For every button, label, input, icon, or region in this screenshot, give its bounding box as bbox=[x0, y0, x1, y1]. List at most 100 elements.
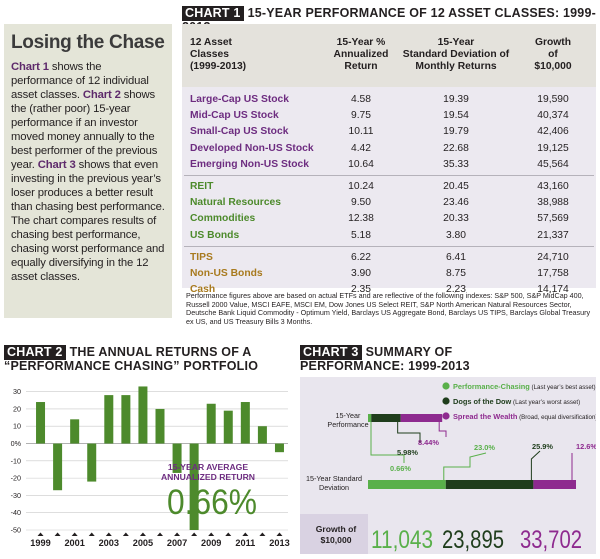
y-tick-label: -50 bbox=[11, 526, 21, 535]
bar bbox=[70, 419, 80, 444]
chart1-badge: CHART 1 bbox=[182, 6, 244, 21]
legend-name: Spread the Wealth bbox=[453, 412, 518, 421]
intro-body: Chart 1 shows the performance of 12 indi… bbox=[11, 60, 165, 284]
year-tick-marker bbox=[139, 532, 146, 536]
asset-name: Commodities bbox=[190, 213, 256, 225]
x-year-label: 2007 bbox=[167, 538, 187, 548]
chart3-header: CHART 3 SUMMARY OF PERFORMANCE: 1999-2013 bbox=[300, 345, 596, 373]
chart3-ref: Chart 3 bbox=[37, 159, 76, 171]
legend-name: Performance-Chasing bbox=[453, 382, 530, 391]
annualized-return: 6.22 bbox=[350, 251, 372, 263]
col-header-return: 15-Year % Annualized Return bbox=[333, 37, 389, 72]
stddev-bar-segment bbox=[533, 480, 576, 489]
year-tick-marker bbox=[259, 532, 266, 536]
sd-spread-callout: 12.6% bbox=[576, 442, 596, 451]
bar bbox=[87, 443, 97, 482]
growth-label: Growth of bbox=[316, 524, 357, 534]
annualized-return: 4.58 bbox=[350, 94, 372, 105]
asset-name: TIPS bbox=[190, 251, 213, 263]
bar bbox=[53, 443, 63, 491]
growth-value: 23,895 bbox=[442, 526, 504, 554]
perf-dogs-callout: 5.98% bbox=[397, 448, 418, 457]
row2-label: 15-Year Standard bbox=[306, 474, 362, 483]
x-year-label: 2005 bbox=[133, 538, 153, 548]
col-header-stddev: 15-Year Standard Deviation of Monthly Re… bbox=[402, 37, 510, 72]
legend-dot bbox=[442, 382, 450, 390]
table-row: Large-Cap US Stock 4.58 19.39 19,590 bbox=[182, 92, 596, 108]
x-year-label: 2013 bbox=[269, 538, 289, 548]
growth-label-box bbox=[300, 514, 368, 554]
chart3-badge: CHART 3 bbox=[300, 345, 362, 360]
growth-value: 57,569 bbox=[537, 213, 569, 225]
chart2-badge: CHART 2 bbox=[4, 345, 66, 360]
growth-value: 38,988 bbox=[537, 197, 569, 209]
std-deviation: 2.23 bbox=[445, 284, 467, 296]
bar bbox=[274, 443, 284, 453]
x-year-label: 2003 bbox=[99, 538, 119, 548]
sd-chase-callout: 23.0% bbox=[474, 443, 495, 452]
std-deviation: 22.68 bbox=[443, 142, 469, 154]
legend-dot bbox=[442, 397, 450, 405]
stddev-bar-segment bbox=[368, 480, 446, 489]
perf-spread-callout: 8.44% bbox=[418, 438, 439, 447]
std-deviation: 19.79 bbox=[443, 126, 469, 138]
year-tick-marker bbox=[105, 532, 112, 536]
bar bbox=[155, 408, 165, 444]
avg-return-label: ANNUALIZED RETURN bbox=[161, 472, 255, 482]
chart2-title-line1: THE ANNUAL RETURNS OF A bbox=[69, 345, 252, 359]
growth-value: 40,374 bbox=[537, 110, 569, 122]
year-tick-marker bbox=[54, 532, 61, 536]
year-tick-marker bbox=[88, 532, 95, 536]
chart3-title-line2: PERFORMANCE: 1999-2013 bbox=[300, 359, 470, 373]
annualized-return: 2.35 bbox=[350, 284, 372, 296]
row2-label: Deviation bbox=[319, 483, 349, 492]
x-year-label: 2009 bbox=[201, 538, 221, 548]
table-row: Natural Resources 9.50 23.46 38,988 bbox=[182, 195, 596, 211]
chart3-svg: Performance-Chasing (Last year’s best as… bbox=[300, 382, 597, 554]
annualized-return: 5.18 bbox=[350, 229, 372, 241]
chart1-table-header: 12 Asset Classes (1999-2013) 15-Year % A… bbox=[182, 24, 596, 87]
table-row: Non-US Bonds 3.90 8.75 17,758 bbox=[182, 266, 596, 282]
chart1-footnote: Performance figures above are based on a… bbox=[186, 291, 591, 326]
y-tick-label: -30 bbox=[11, 491, 21, 500]
year-tick-marker bbox=[37, 532, 44, 536]
chart1-table: 12 Asset Classes (1999-2013) 15-Year % A… bbox=[182, 24, 596, 295]
bar bbox=[36, 402, 46, 444]
legend-entry: Performance-Chasing (Last year’s best as… bbox=[453, 382, 596, 391]
std-deviation: 20.45 bbox=[443, 181, 469, 192]
asset-name: REIT bbox=[190, 181, 214, 192]
std-deviation: 35.33 bbox=[443, 158, 469, 170]
intro-text-3: shows that even investing in the previou… bbox=[11, 159, 165, 283]
bar bbox=[240, 402, 250, 444]
callout-line bbox=[530, 450, 541, 480]
legend-entry: Dogs of the Dow (Last year’s worst asset… bbox=[453, 397, 580, 406]
callout-line bbox=[370, 422, 405, 463]
intro-panel: Losing the Chase Chart 1 shows the perfo… bbox=[4, 24, 172, 318]
perf-bar-segment bbox=[371, 414, 401, 422]
year-tick-marker bbox=[242, 532, 249, 536]
growth-value: 17,758 bbox=[537, 268, 569, 279]
bar bbox=[257, 426, 267, 444]
chart2-title-line2: “PERFORMANCE CHASING” PORTFOLIO bbox=[4, 359, 259, 373]
table-row: Mid-Cap US Stock 9.75 19.54 40,374 bbox=[182, 108, 596, 124]
asset-name: US Bonds bbox=[190, 229, 240, 241]
table-row: REIT 10.24 20.45 43,160 bbox=[182, 179, 596, 195]
bar bbox=[172, 443, 182, 473]
perf-chase-callout: 0.66% bbox=[390, 464, 411, 473]
table-row: TIPS 6.22 6.41 24,710 bbox=[182, 250, 596, 266]
intro-text-2: shows the (rather poor) 15-year performa… bbox=[11, 89, 158, 171]
annualized-return: 10.24 bbox=[348, 181, 374, 192]
legend-note: (Broad, equal diversification) bbox=[517, 414, 596, 421]
asset-name: Emerging Non-US Stock bbox=[190, 158, 309, 170]
legend-note: (Last year’s worst asset) bbox=[511, 399, 580, 406]
std-deviation: 19.39 bbox=[443, 94, 469, 105]
bar bbox=[104, 395, 114, 444]
growth-value: 43,160 bbox=[537, 181, 569, 192]
row1-label: Performance bbox=[327, 420, 368, 429]
chart2-svg: 30 20 10 0% -10 -20 -30 -40 -50 1999 2001 2003 2005 2… bbox=[11, 386, 290, 548]
year-tick-marker bbox=[191, 532, 198, 536]
asset-name: Small-Cap US Stock bbox=[190, 126, 289, 138]
table-row: Emerging Non-US Stock 10.64 35.33 45,564 bbox=[182, 157, 596, 173]
growth-label: $10,000 bbox=[320, 535, 351, 545]
growth-value: 19,590 bbox=[537, 94, 569, 105]
